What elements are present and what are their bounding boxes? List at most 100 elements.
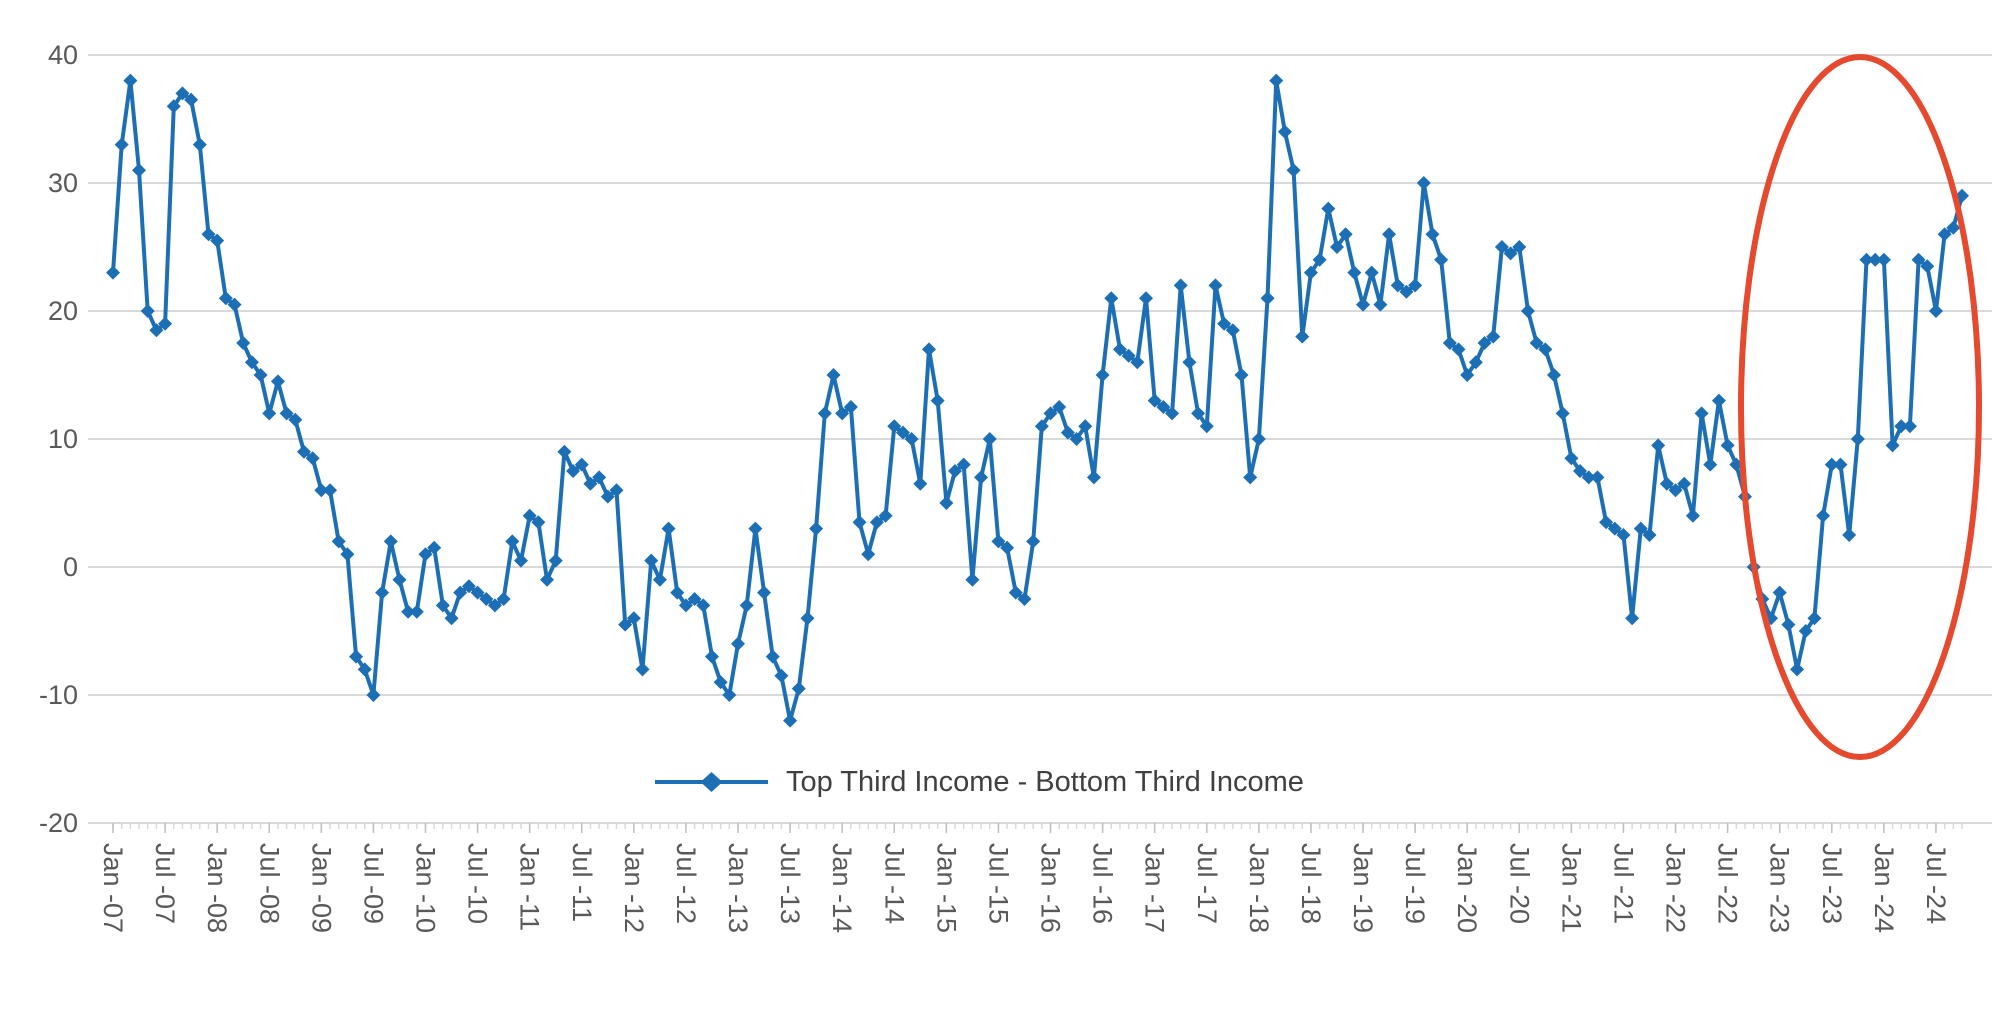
data-point-marker [236,336,251,350]
data-point-marker [1911,252,1926,267]
data-point-marker [1251,432,1266,446]
data-point-marker [1659,476,1674,491]
x-axis-tick-label: Jan -20 [1452,843,1482,933]
data-point-marker [1651,438,1666,453]
data-point-marker [913,476,928,491]
data-point-marker [296,444,311,459]
x-axis-tick-label: Jan -14 [827,843,857,933]
data-point-marker [1529,336,1544,350]
x-axis-tick-label: Jul -11 [567,843,597,922]
data-point-marker [427,540,442,555]
x-axis-tick-label: Jul -18 [1296,843,1326,924]
data-point-marker [1633,521,1648,536]
data-point-marker [878,508,893,523]
data-point-marker [1286,163,1301,178]
data-point-marker [132,163,147,178]
data-point-marker [1555,406,1570,421]
data-point-marker [1625,611,1640,626]
x-axis-tick-label: Jul -20 [1504,843,1534,924]
data-point-marker [149,323,164,338]
data-point-marker [270,374,285,389]
data-point-marker [1876,252,1891,267]
data-point-marker [435,598,450,613]
data-point-marker [1086,470,1101,485]
data-point-marker [618,617,633,632]
data-point-marker [1486,329,1501,344]
data-point-marker [1790,662,1805,677]
data-point-marker [505,534,520,549]
data-point-marker [444,611,459,626]
legend-marker-diamond [700,772,723,792]
data-point-marker [1946,220,1961,235]
x-axis-tick-label: Jan -11 [515,843,545,931]
data-point-marker [678,598,693,613]
data-point-marker [1104,291,1119,306]
data-point-marker [140,304,155,318]
x-axis-tick-label: Jul -24 [1921,843,1951,924]
data-point-marker [1711,393,1726,408]
data-point-marker [366,688,381,702]
data-point-marker [409,604,424,619]
data-point-marker [540,572,555,587]
data-point-marker [1894,419,1909,434]
data-point-marker [323,483,338,498]
data-point-marker [1060,425,1075,440]
x-axis-tick-label: Jan -12 [619,843,649,933]
data-point-marker [809,521,824,536]
data-point-marker [1043,406,1058,421]
data-point-marker [1842,528,1857,542]
data-point-marker [1399,284,1414,299]
data-point-marker [349,649,364,664]
data-point-marker [1850,432,1865,446]
data-point-marker [887,419,902,434]
data-point-marker [765,649,780,664]
data-point-marker [1477,336,1492,350]
data-point-marker [1390,278,1405,293]
y-axis-tick-label: 30 [48,168,78,198]
data-point-marker [921,342,936,357]
data-point-marker [843,400,858,414]
x-axis-tick-label: Jul -09 [358,843,388,924]
x-axis-tick-label: Jan -07 [98,843,128,933]
highlight-ellipse-annotation [1738,54,1982,760]
data-point-marker [1798,624,1813,638]
data-point-marker [713,675,728,690]
data-point-marker [1078,419,1093,434]
data-point-marker [1034,419,1049,434]
data-point-marker [192,137,207,152]
data-point-marker [1303,265,1318,280]
x-axis-tick-label: Jan -16 [1036,843,1066,933]
data-point-marker [531,515,546,530]
data-point-marker [1217,316,1232,331]
data-point-marker [1208,278,1223,293]
x-axis-tick-label: Jul -13 [775,843,805,924]
data-point-marker [1468,355,1483,370]
data-point-marker [1685,508,1700,523]
data-point-marker [1364,265,1379,280]
x-axis-tick-label: Jul -15 [983,843,1013,924]
data-point-marker [1590,470,1605,485]
data-point-marker [1173,278,1188,293]
data-point-marker [1642,528,1657,542]
data-point-marker [123,73,138,88]
data-point-marker [1868,252,1883,267]
data-point-marker [1434,252,1449,267]
data-point-marker [392,572,407,587]
data-point-marker [956,457,971,472]
data-point-marker [1312,252,1327,267]
data-point-marker [800,611,815,626]
data-point-marker [1538,342,1553,357]
data-point-marker [1191,406,1206,421]
data-point-marker [1095,368,1110,382]
x-axis-tick-label: Jan -08 [202,843,232,933]
data-point-marker [1408,278,1423,293]
data-point-marker [557,444,572,459]
data-point-marker [1824,457,1839,472]
data-point-marker [1859,252,1874,267]
data-point-marker [1147,393,1162,408]
data-point-marker [566,464,581,478]
data-point-marker [1139,291,1154,306]
data-point-marker [861,547,876,562]
data-point-marker [661,521,676,536]
x-axis-tick-label: Jan -24 [1869,843,1899,933]
